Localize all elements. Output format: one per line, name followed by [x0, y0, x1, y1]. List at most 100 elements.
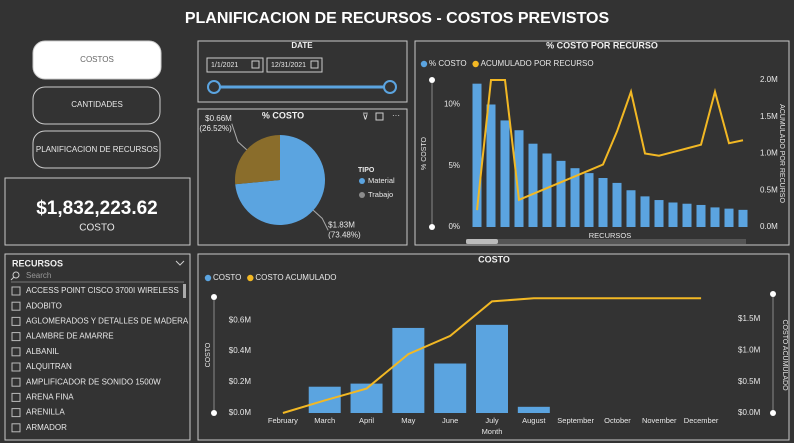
leader-line [231, 123, 248, 151]
date-end[interactable]: 12/31/2021 [271, 62, 306, 69]
nav-label[interactable]: PLANIFICACION DE RECURSOS [36, 145, 158, 154]
bar [556, 160, 566, 227]
checkbox[interactable] [11, 286, 21, 296]
slicer-item[interactable]: ACCESS POINT CISCO 3700I WIRELESS [26, 286, 179, 295]
slider-handle[interactable] [770, 291, 776, 297]
legend-marker [359, 192, 365, 198]
date-input[interactable] [266, 57, 323, 73]
checkbox[interactable] [11, 392, 21, 402]
y-tick-label: $0.0M [229, 408, 252, 417]
x-tick-label: September [557, 416, 594, 425]
checkbox[interactable] [11, 316, 21, 326]
scrollbar-thumb[interactable] [466, 239, 498, 244]
checkbox[interactable] [11, 347, 21, 357]
bar [500, 120, 510, 227]
checkbox[interactable] [11, 423, 21, 433]
y-axis-title: % COSTO [421, 136, 428, 169]
date-start[interactable]: 1/1/2021 [211, 62, 238, 69]
y-tick-label: 0% [448, 222, 460, 231]
slider-handle[interactable] [211, 294, 217, 300]
calendar-icon[interactable] [251, 60, 260, 69]
range-handle[interactable] [207, 80, 221, 94]
slicer-item[interactable]: ADOBITO [26, 301, 62, 310]
nav-button[interactable] [32, 130, 161, 169]
filter-icon[interactable]: ⊽ [362, 111, 369, 121]
slicer-item[interactable]: ALQUITRAN [26, 362, 72, 371]
bar [626, 190, 636, 227]
line [476, 79, 744, 211]
slicer-item[interactable]: ALAMBRE DE AMARRE [26, 332, 114, 341]
y-tick-label: $0.2M [229, 377, 252, 386]
bar [612, 182, 622, 227]
nav-label[interactable]: CANTIDADES [71, 100, 123, 109]
search-box[interactable]: Search [26, 271, 51, 280]
search-icon [12, 271, 20, 279]
bar [640, 196, 650, 227]
x-tick-label: February [268, 416, 298, 425]
x-tick-label: August [522, 416, 546, 425]
bar [710, 207, 720, 227]
legend-label: Material [368, 176, 395, 185]
line [282, 297, 702, 414]
checkbox[interactable] [11, 301, 21, 311]
slicer-item[interactable]: ARMADOR [26, 423, 67, 432]
slider-handle[interactable] [770, 410, 776, 416]
slider-handle[interactable] [211, 410, 217, 416]
date-panel [197, 40, 408, 103]
leader-line [312, 209, 329, 231]
bar [654, 200, 664, 227]
checkbox[interactable] [11, 408, 21, 418]
y2-tick-label: 1.0M [760, 149, 778, 158]
x-tick-label: July [485, 416, 499, 425]
range-handle[interactable] [383, 80, 397, 94]
checkbox[interactable] [11, 332, 21, 342]
nav-button[interactable] [32, 40, 162, 80]
pie-slice [235, 135, 325, 226]
chevron[interactable] [175, 260, 185, 266]
slicer-item[interactable]: AGLOMERADOS Y DETALLES DE MADERA [26, 317, 189, 326]
date-input[interactable] [206, 57, 264, 73]
focus-icon[interactable] [375, 112, 384, 121]
scrollbar[interactable] [183, 284, 186, 298]
y-tick-label: $0.6M [229, 315, 252, 324]
slider-handle[interactable] [429, 77, 435, 83]
bar [738, 209, 748, 227]
kpi-card [4, 177, 191, 246]
y-tick-label: 10% [444, 100, 460, 109]
bar [598, 178, 608, 227]
checkbox[interactable] [11, 362, 21, 372]
x-axis-title: RECURSOS [589, 231, 632, 240]
nav-button[interactable] [32, 86, 161, 125]
y2-tick-label: 0.0M [760, 222, 778, 231]
search-icon [10, 276, 15, 281]
x-axis-title: Month [482, 427, 503, 436]
y2-axis-title: COSTO ACUMULADO [781, 319, 788, 391]
chart-title: COSTO [478, 254, 510, 264]
bar [434, 363, 467, 413]
slicer-item[interactable]: ARENA FINA [26, 393, 74, 402]
calendar-icon[interactable] [310, 60, 319, 69]
y2-tick-label: $0.0M [738, 408, 761, 417]
more-icon[interactable]: ··· [392, 111, 400, 120]
bar [528, 143, 538, 227]
y2-tick-label: $0.5M [738, 377, 761, 386]
slicer-item[interactable]: AMPLIFICADOR DE SONIDO 1500W [26, 377, 161, 386]
y2-tick-label: 2.0M [760, 75, 778, 84]
pie-panel [197, 108, 408, 246]
legend-marker [204, 274, 212, 282]
bar [724, 208, 734, 227]
date-title: DATE [291, 41, 313, 50]
pie-slice [235, 135, 280, 185]
slicer-item[interactable]: ALBANIL [26, 347, 59, 356]
nav-label[interactable]: COSTOS [80, 55, 114, 64]
data-label: $0.66M [205, 114, 232, 123]
slicer-item[interactable]: ARENILLA [26, 408, 65, 417]
legend-marker [247, 274, 254, 282]
slider-handle[interactable] [429, 224, 435, 230]
legend-marker [420, 60, 428, 68]
bar [392, 327, 425, 413]
chart-panel [197, 253, 790, 441]
checkbox[interactable] [11, 377, 21, 387]
chart-panel [414, 40, 790, 246]
